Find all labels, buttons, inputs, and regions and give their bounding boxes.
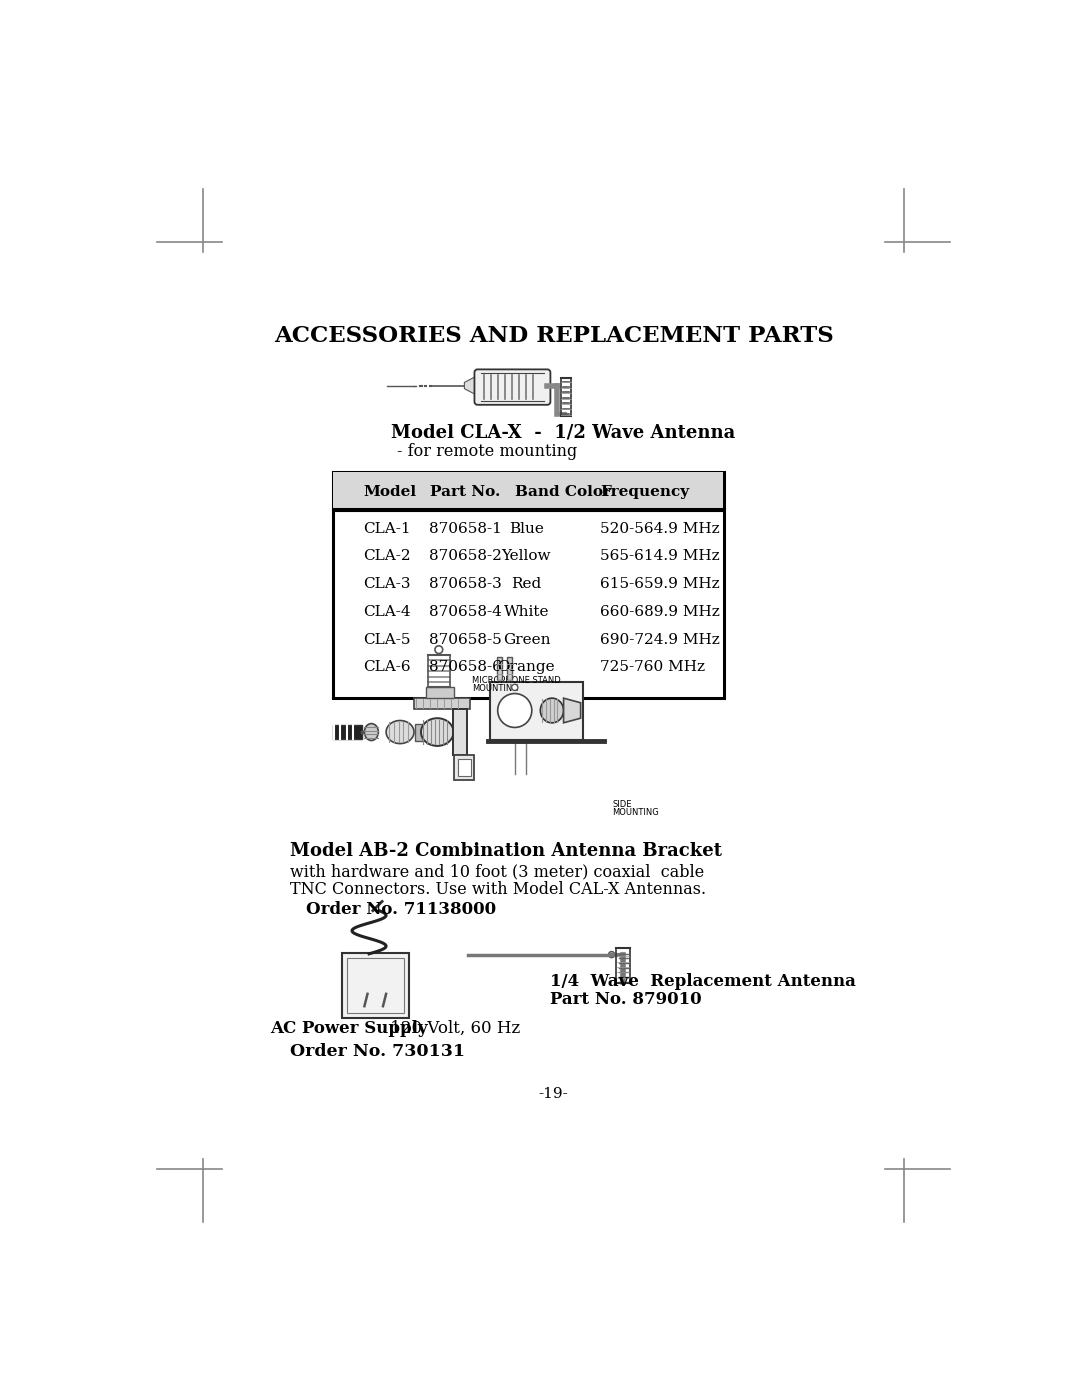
Bar xyxy=(415,724,422,740)
Bar xyxy=(333,472,724,698)
Text: CLA-4: CLA-4 xyxy=(364,605,411,619)
Circle shape xyxy=(435,645,443,654)
Text: Blue: Blue xyxy=(509,521,544,536)
Bar xyxy=(333,725,362,739)
Text: Model CLA-X  -  1/2 Wave Antenna: Model CLA-X - 1/2 Wave Antenna xyxy=(391,423,735,441)
Text: 690-724.9 MHz: 690-724.9 MHz xyxy=(600,633,719,647)
Text: SIDE: SIDE xyxy=(612,800,632,809)
Bar xyxy=(426,687,454,698)
Text: 520-564.9 MHz: 520-564.9 MHz xyxy=(600,521,719,536)
Polygon shape xyxy=(564,698,581,722)
Text: Part No. 879010: Part No. 879010 xyxy=(550,990,701,1007)
Bar xyxy=(458,759,471,775)
FancyBboxPatch shape xyxy=(342,953,408,1018)
Text: ACCESSORIES AND REPLACEMENT PARTS: ACCESSORIES AND REPLACEMENT PARTS xyxy=(273,324,834,346)
Text: with hardware and 10 foot (3 meter) coaxial  cable: with hardware and 10 foot (3 meter) coax… xyxy=(291,863,704,880)
Text: CLA-3: CLA-3 xyxy=(364,577,411,591)
Bar xyxy=(414,698,470,708)
Text: Orange: Orange xyxy=(498,661,555,675)
Text: 870658-5: 870658-5 xyxy=(430,633,502,647)
Text: Model AB-2 Combination Antenna Bracket: Model AB-2 Combination Antenna Bracket xyxy=(291,842,723,861)
Text: 1/4  Wave  Replacement Antenna: 1/4 Wave Replacement Antenna xyxy=(550,974,855,990)
Text: CLA-2: CLA-2 xyxy=(364,549,411,563)
Text: 870658-1: 870658-1 xyxy=(430,521,502,536)
Text: 870658-3: 870658-3 xyxy=(430,577,502,591)
FancyBboxPatch shape xyxy=(347,958,404,1013)
Text: TNC Connectors. Use with Model CAL-X Antennas.: TNC Connectors. Use with Model CAL-X Ant… xyxy=(291,880,706,898)
Text: 615-659.9 MHz: 615-659.9 MHz xyxy=(600,577,719,591)
Text: AC Power Supply: AC Power Supply xyxy=(271,1020,429,1037)
Text: MOUNTING: MOUNTING xyxy=(472,685,518,693)
Text: 870658-6: 870658-6 xyxy=(430,661,502,675)
Circle shape xyxy=(608,951,615,958)
Bar xyxy=(490,682,583,740)
Text: Green: Green xyxy=(502,633,550,647)
Circle shape xyxy=(512,685,517,690)
Bar xyxy=(507,657,512,680)
Text: Order No. 730131: Order No. 730131 xyxy=(291,1044,465,1060)
Text: 120 Volt, 60 Hz: 120 Volt, 60 Hz xyxy=(386,1020,521,1037)
Text: Yellow: Yellow xyxy=(501,549,551,563)
Text: CLA-1: CLA-1 xyxy=(364,521,411,536)
Text: 725-760 MHz: 725-760 MHz xyxy=(600,661,705,675)
Text: 565-614.9 MHz: 565-614.9 MHz xyxy=(600,549,719,563)
Ellipse shape xyxy=(421,718,454,746)
Bar xyxy=(497,657,502,680)
Text: White: White xyxy=(503,605,549,619)
Text: Order No. 71138000: Order No. 71138000 xyxy=(306,901,496,918)
Ellipse shape xyxy=(387,721,414,743)
Bar xyxy=(334,472,724,509)
Text: -19-: -19- xyxy=(539,1087,568,1101)
Text: 870658-4: 870658-4 xyxy=(430,605,502,619)
Ellipse shape xyxy=(364,724,378,740)
Text: 660-689.9 MHz: 660-689.9 MHz xyxy=(600,605,719,619)
Bar xyxy=(453,708,467,756)
Bar xyxy=(455,756,474,780)
Text: Part No.: Part No. xyxy=(430,485,500,499)
Polygon shape xyxy=(464,376,476,395)
Ellipse shape xyxy=(540,698,564,722)
Text: Model: Model xyxy=(364,485,417,499)
Text: - for remote mounting: - for remote mounting xyxy=(397,443,577,460)
Text: MICROPHONE STAND: MICROPHONE STAND xyxy=(472,676,561,685)
Text: CLA-6: CLA-6 xyxy=(364,661,411,675)
Text: CLA-5: CLA-5 xyxy=(364,633,411,647)
Text: 870658-2: 870658-2 xyxy=(430,549,502,563)
Text: Red: Red xyxy=(511,577,541,591)
Text: Frequency: Frequency xyxy=(600,485,689,499)
FancyBboxPatch shape xyxy=(474,369,551,405)
Circle shape xyxy=(498,693,531,728)
Text: Band Color: Band Color xyxy=(515,485,611,499)
Text: MOUNTING: MOUNTING xyxy=(612,809,659,817)
